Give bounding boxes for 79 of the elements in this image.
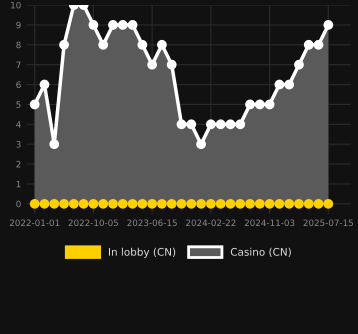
y-tick-label: 5: [16, 101, 21, 108]
point: [186, 198, 196, 209]
point: [304, 40, 314, 50]
y-tick-label: 2: [16, 160, 20, 168]
y-tick-label: 9: [16, 22, 21, 28]
point: [98, 40, 108, 50]
point: [147, 198, 157, 209]
point: [30, 100, 40, 110]
point: [30, 198, 40, 209]
point: [88, 20, 98, 30]
point: [186, 119, 196, 130]
y-tick-label: 8: [16, 42, 21, 48]
x-tick-label: 2023-06-15: [127, 219, 177, 226]
x-tick-label: 2022-10-05: [68, 219, 118, 226]
point: [137, 198, 148, 209]
y-tick-label: 3: [16, 141, 21, 148]
x-tick-label: 2024-11-03: [244, 219, 294, 226]
x-tick-label: 2024-02-22: [186, 219, 236, 226]
point: [284, 198, 294, 209]
point: [147, 60, 157, 70]
point: [78, 198, 88, 209]
x-tick-label: 2025-07-15: [304, 219, 353, 226]
point: [274, 198, 284, 209]
point: [245, 100, 255, 110]
point: [254, 198, 265, 209]
point: [206, 119, 216, 130]
point: [137, 40, 148, 50]
point: [157, 198, 167, 209]
point: [118, 20, 128, 30]
point: [323, 20, 334, 30]
point: [294, 198, 304, 209]
point: [59, 40, 69, 50]
y-tick-label: 0: [16, 200, 21, 208]
y-tick-label: 7: [16, 62, 21, 68]
point: [196, 198, 206, 209]
point: [40, 198, 50, 209]
point: [108, 198, 118, 209]
point: [216, 119, 226, 130]
point: [157, 40, 167, 50]
point: [254, 100, 265, 110]
point: [196, 139, 206, 150]
point: [49, 139, 60, 150]
point: [118, 198, 128, 209]
x-tick-label: 2022-01-01: [10, 219, 60, 226]
point: [68, 198, 79, 209]
point: [314, 40, 324, 50]
point: [304, 198, 314, 209]
point: [323, 198, 334, 209]
point: [40, 80, 50, 90]
y-tick-label: 1: [16, 180, 20, 188]
y-tick-label: 4: [16, 121, 21, 128]
point: [284, 80, 294, 90]
point: [128, 198, 138, 209]
legend-label: Casino (CN): [230, 248, 291, 258]
point: [264, 198, 274, 209]
point: [264, 100, 274, 110]
point: [166, 198, 177, 209]
point: [166, 60, 177, 70]
point: [226, 119, 236, 130]
point: [216, 198, 226, 209]
point: [235, 198, 246, 209]
point: [59, 198, 69, 209]
point: [314, 198, 324, 209]
point: [294, 60, 304, 70]
point: [274, 80, 284, 90]
legend-label: In lobby (CN): [108, 248, 176, 258]
point: [226, 198, 236, 209]
point: [206, 198, 216, 209]
point: [176, 198, 186, 209]
point: [245, 198, 255, 209]
point: [176, 119, 186, 130]
y-tick-label: 6: [16, 81, 21, 88]
point: [49, 198, 60, 209]
point: [128, 20, 138, 30]
point: [235, 119, 246, 130]
point: [88, 198, 98, 209]
point: [108, 20, 118, 30]
y-tick-label: 10: [11, 2, 21, 8]
point: [98, 198, 108, 209]
